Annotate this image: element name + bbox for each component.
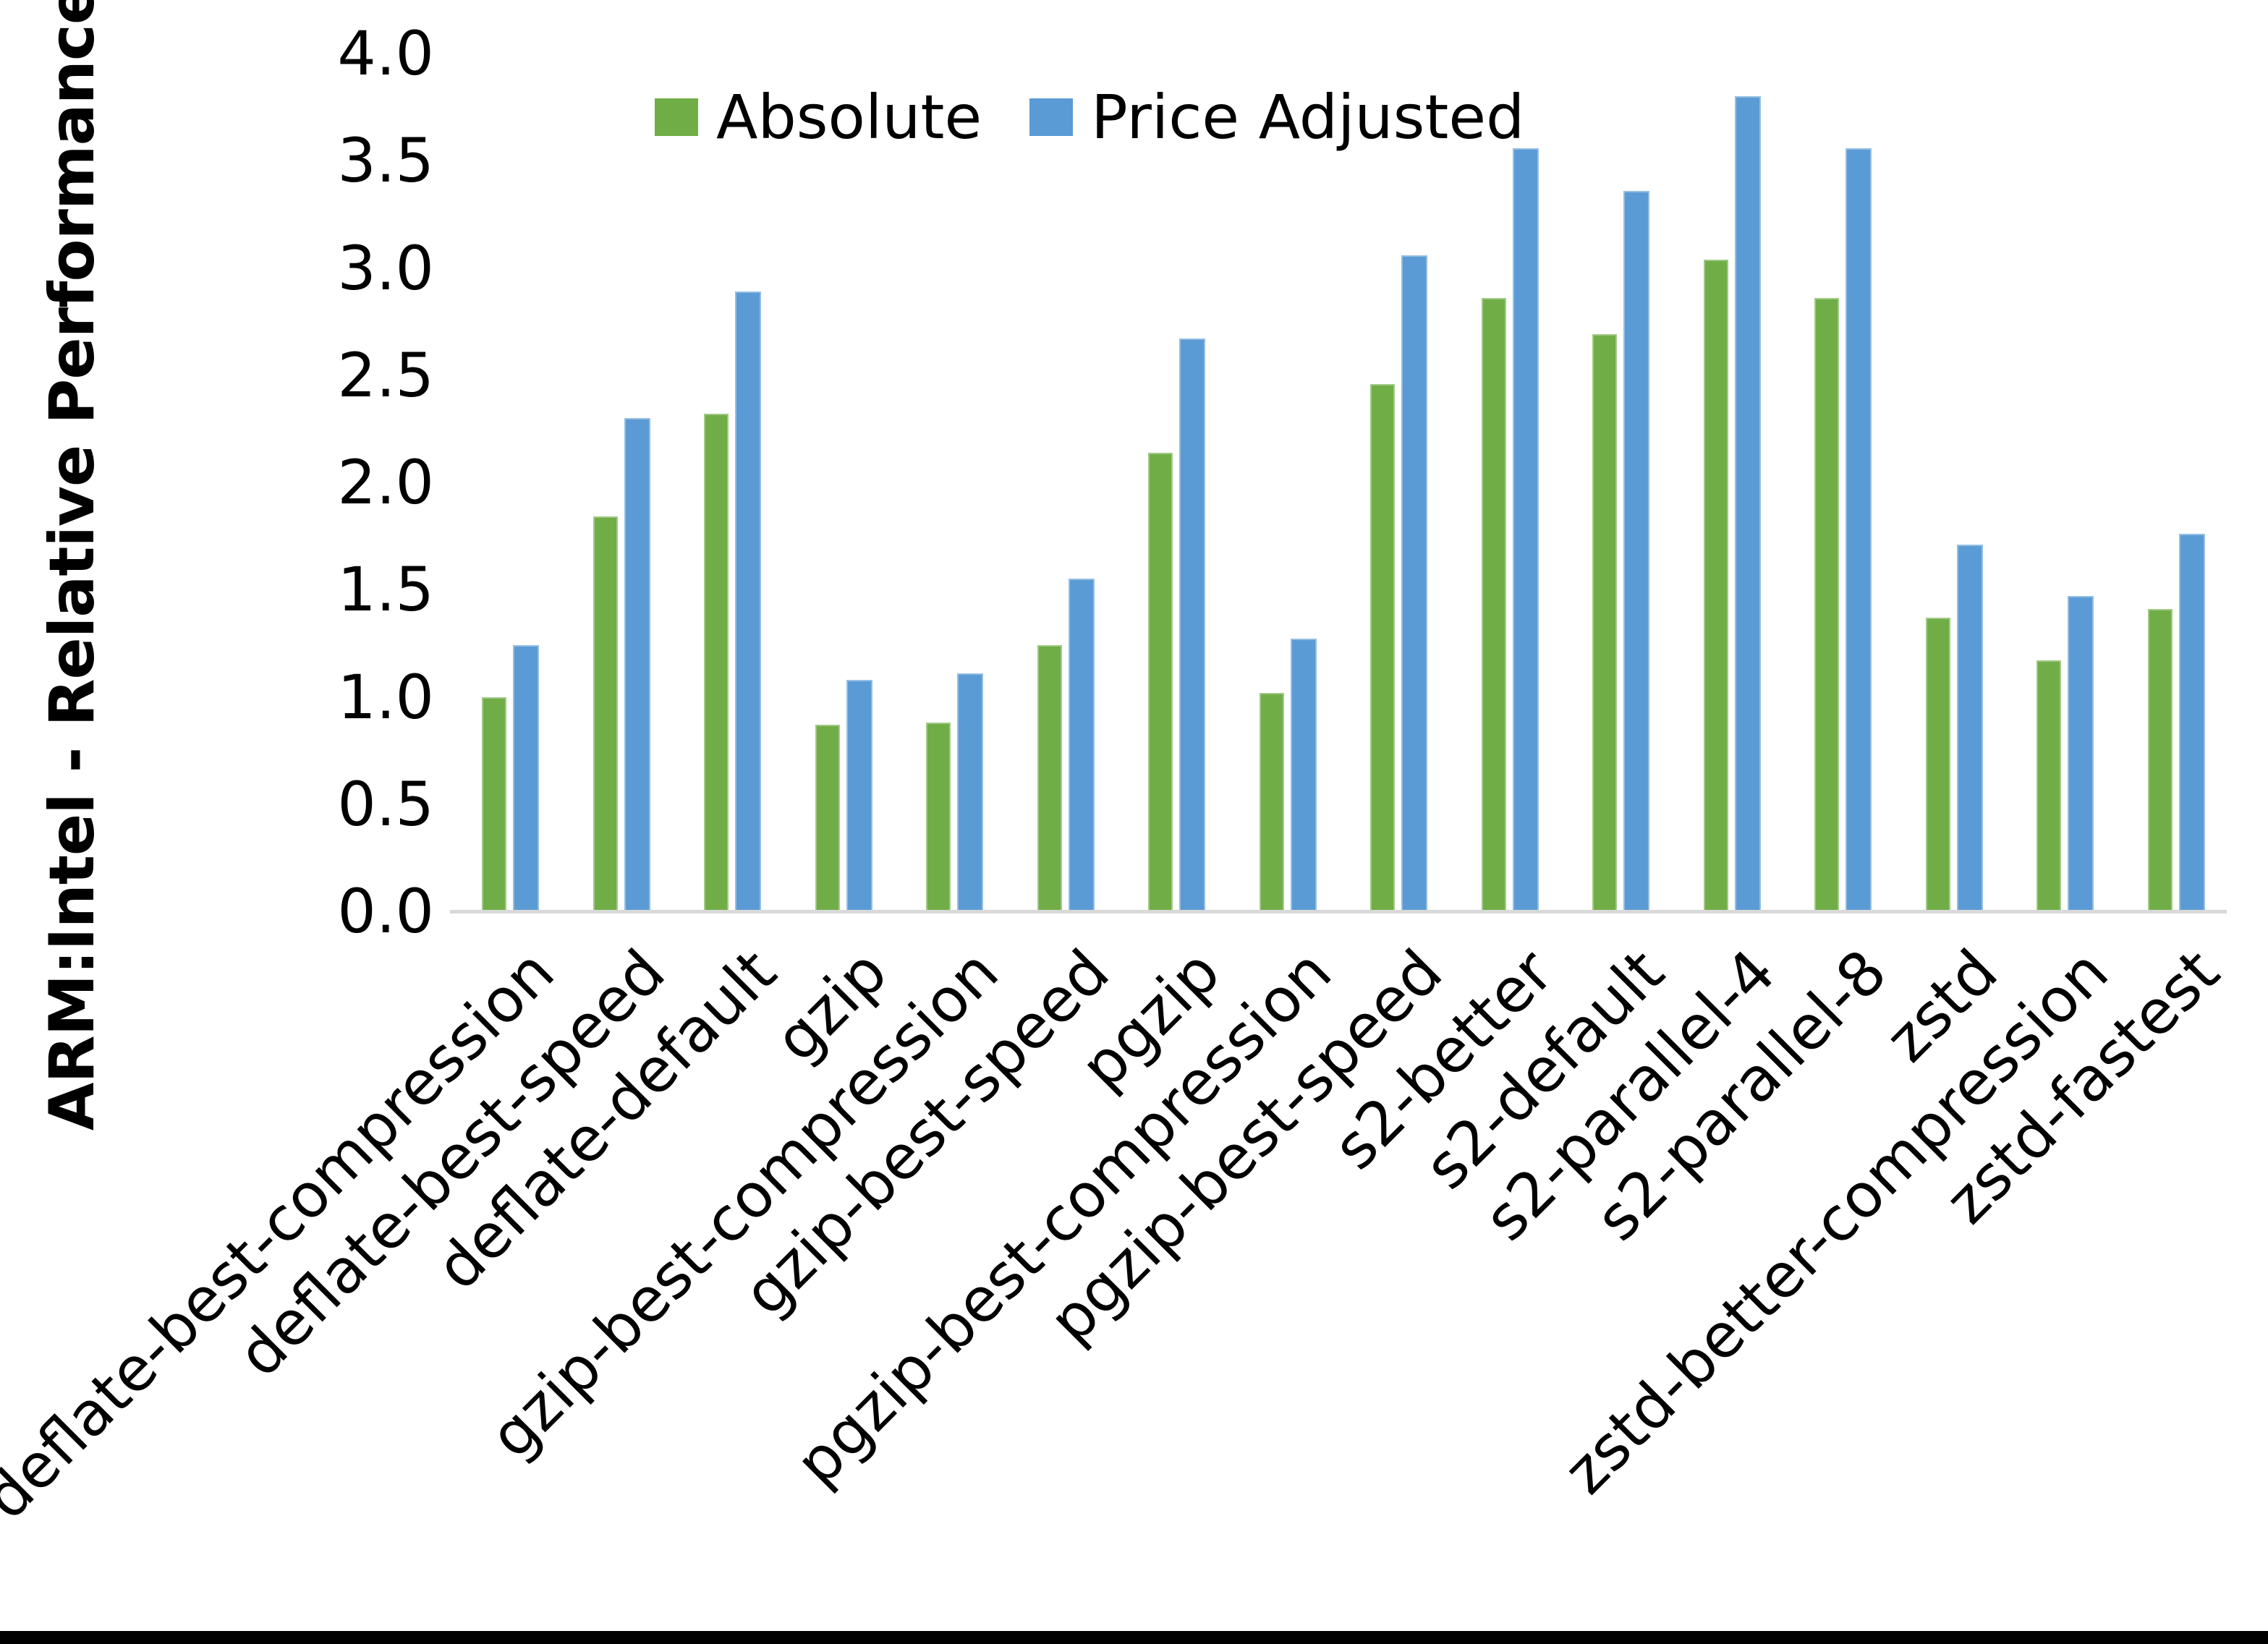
bar-absolute-pgzip-best-speed bbox=[1370, 383, 1395, 911]
bar-price-adjusted-gzip-best-compression bbox=[957, 673, 983, 911]
legend-swatch-absolute bbox=[655, 98, 698, 136]
bar-price-adjusted-pgzip-best-speed bbox=[1401, 255, 1427, 911]
bar-price-adjusted-deflate-best-compression bbox=[513, 645, 539, 911]
legend-item-absolute: Absolute bbox=[655, 81, 982, 153]
bar-price-adjusted-deflate-best-speed bbox=[624, 418, 650, 911]
y-tick-label-2.0: 2.0 bbox=[337, 447, 434, 518]
bar-price-adjusted-s2-better bbox=[1512, 148, 1539, 911]
x-axis-line bbox=[450, 910, 2227, 913]
bar-price-adjusted-s2-default bbox=[1623, 190, 1649, 911]
bar-absolute-s2-default bbox=[1592, 334, 1617, 911]
bar-absolute-gzip bbox=[815, 725, 840, 911]
bar-price-adjusted-zstd bbox=[1956, 545, 1983, 911]
bar-price-adjusted-pgzip-best-compression bbox=[1290, 639, 1317, 911]
bar-absolute-gzip-best-speed bbox=[1037, 645, 1062, 911]
bar-absolute-deflate-best-compression bbox=[482, 697, 506, 911]
y-tick-label-0.5: 0.5 bbox=[337, 768, 434, 840]
legend: Absolute Price Adjusted bbox=[655, 81, 1524, 153]
y-tick-label-3.5: 3.5 bbox=[337, 125, 434, 197]
bar-absolute-deflate-default bbox=[704, 414, 729, 911]
bar-absolute-s2-parallel-4 bbox=[1703, 259, 1728, 911]
legend-label-absolute: Absolute bbox=[716, 82, 982, 153]
bar-absolute-zstd-fastest bbox=[2147, 608, 2173, 911]
bar-price-adjusted-deflate-default bbox=[735, 291, 761, 911]
legend-item-price-adjusted: Price Adjusted bbox=[1029, 81, 1524, 153]
bottom-border bbox=[0, 1631, 2268, 1644]
legend-label-price-adjusted: Price Adjusted bbox=[1091, 82, 1525, 153]
bar-absolute-pgzip-best-compression bbox=[1259, 692, 1284, 911]
bar-absolute-s2-parallel-8 bbox=[1814, 298, 1839, 911]
legend-swatch-price-adjusted bbox=[1029, 98, 1074, 136]
bar-absolute-zstd-better-compression bbox=[2036, 660, 2061, 911]
y-axis-title: ARM:Intel - Relative Performance bbox=[36, 0, 109, 1131]
bar-absolute-pgzip bbox=[1148, 452, 1173, 911]
bar-price-adjusted-zstd-better-compression bbox=[2068, 596, 2094, 911]
y-tick-label-3.0: 3.0 bbox=[337, 232, 434, 304]
bar-price-adjusted-s2-parallel-8 bbox=[1846, 148, 1872, 911]
bar-absolute-deflate-best-speed bbox=[593, 516, 618, 911]
y-tick-label-0.0: 0.0 bbox=[337, 876, 434, 947]
y-tick-label-1.5: 1.5 bbox=[337, 554, 434, 626]
bar-absolute-s2-better bbox=[1481, 298, 1506, 911]
bar-price-adjusted-gzip-best-speed bbox=[1068, 579, 1095, 911]
y-tick-label-1.0: 1.0 bbox=[337, 661, 434, 733]
bar-absolute-zstd bbox=[1925, 617, 1950, 911]
y-tick-label-2.5: 2.5 bbox=[337, 339, 434, 411]
bar-absolute-gzip-best-compression bbox=[926, 723, 951, 911]
y-tick-label-4.0: 4.0 bbox=[337, 18, 434, 89]
plot-area bbox=[450, 54, 2227, 911]
bar-price-adjusted-pgzip bbox=[1179, 338, 1205, 911]
bar-price-adjusted-zstd-fastest bbox=[2178, 534, 2205, 911]
bar-price-adjusted-s2-parallel-4 bbox=[1734, 96, 1761, 911]
bar-price-adjusted-gzip bbox=[846, 679, 872, 911]
